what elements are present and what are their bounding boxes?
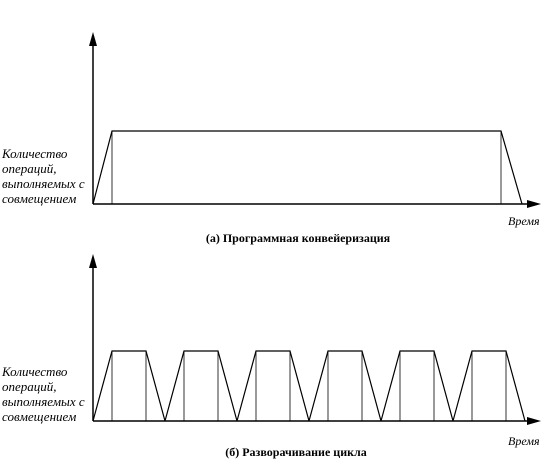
diagram-b-peak	[381, 351, 453, 421]
diagram-b	[89, 254, 541, 425]
diagram-a	[89, 32, 541, 208]
diagram-b-x-label: Время	[508, 434, 540, 449]
diagram-b-y-arrow	[89, 254, 97, 268]
diagram-b-peak	[165, 351, 237, 421]
diagram-a-y-label-line: Количество	[2, 146, 85, 161]
diagram-a-y-label: Количество операций, выполняемых с совме…	[2, 146, 85, 206]
diagram-a-profile	[93, 131, 522, 204]
diagram-b-caption: (б) Разворачивание цикла	[225, 445, 367, 460]
diagram-b-y-label-line: совмещением	[2, 409, 85, 424]
diagram-a-x-arrow	[527, 200, 541, 208]
diagram-b-peak	[237, 351, 309, 421]
diagram-a-y-arrow	[89, 32, 97, 46]
diagram-b-peak	[309, 351, 381, 421]
diagram-b-peaks	[93, 351, 525, 421]
diagram-a-caption: (а) Программная конвейеризация	[206, 231, 390, 246]
diagram-a-y-label-line: совмещением	[2, 191, 85, 206]
diagram-b-y-label-line: Количество	[2, 364, 85, 379]
diagram-b-y-label-line: выполняемых с	[2, 394, 85, 409]
diagram-b-peak	[453, 351, 525, 421]
diagram-b-x-arrow	[527, 417, 541, 425]
diagram-b-y-label: Количество операций, выполняемых с совме…	[2, 364, 85, 424]
diagram-a-x-label: Время	[508, 214, 540, 229]
diagram-a-y-label-line: операций,	[2, 161, 85, 176]
diagram-a-y-label-line: выполняемых с	[2, 176, 85, 191]
diagram-b-y-label-line: операций,	[2, 379, 85, 394]
diagram-b-peak	[93, 351, 165, 421]
